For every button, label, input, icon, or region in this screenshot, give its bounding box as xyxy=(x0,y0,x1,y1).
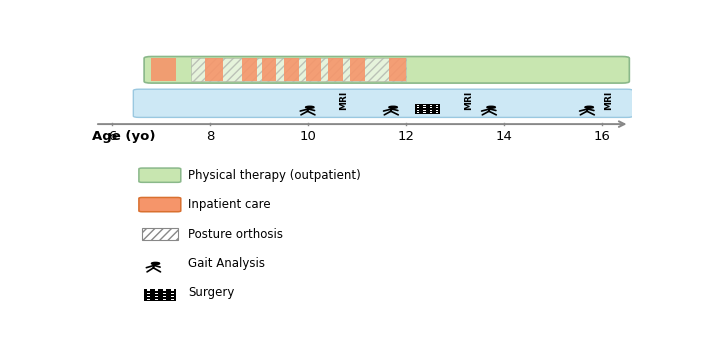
Bar xyxy=(152,58,176,81)
Bar xyxy=(163,293,166,294)
Bar xyxy=(145,289,176,301)
Text: Physical therapy (outpatient): Physical therapy (outpatient) xyxy=(188,169,361,182)
Bar xyxy=(171,293,173,294)
Bar xyxy=(423,105,425,106)
Bar xyxy=(206,58,223,81)
Bar xyxy=(350,58,364,81)
Bar xyxy=(147,299,150,300)
Text: Gait Analysis: Gait Analysis xyxy=(188,257,265,270)
FancyBboxPatch shape xyxy=(144,57,630,83)
Bar xyxy=(191,58,406,81)
Bar xyxy=(430,112,432,113)
Bar xyxy=(155,293,158,294)
Text: Inpatient care: Inpatient care xyxy=(188,198,271,211)
Bar xyxy=(155,299,158,300)
Bar xyxy=(147,290,150,291)
FancyBboxPatch shape xyxy=(139,197,181,212)
Bar xyxy=(171,290,173,291)
Bar xyxy=(417,110,419,111)
Bar xyxy=(328,58,343,81)
Bar xyxy=(436,107,439,108)
Text: Posture orthosis: Posture orthosis xyxy=(188,227,284,241)
Bar xyxy=(306,58,321,81)
FancyBboxPatch shape xyxy=(133,89,633,117)
Circle shape xyxy=(305,106,314,108)
Bar xyxy=(163,296,166,297)
Bar xyxy=(155,290,158,291)
Text: Age (yo): Age (yo) xyxy=(92,131,155,144)
Bar xyxy=(415,104,440,114)
Bar xyxy=(147,293,150,294)
Bar xyxy=(155,296,158,297)
Bar xyxy=(142,228,178,240)
Bar xyxy=(436,105,439,106)
Text: 10: 10 xyxy=(300,131,317,144)
Bar xyxy=(389,58,406,81)
Bar xyxy=(430,105,432,106)
Bar xyxy=(147,296,150,297)
Text: 14: 14 xyxy=(496,131,512,144)
Bar xyxy=(163,290,166,291)
Text: Surgery: Surgery xyxy=(188,286,234,299)
Circle shape xyxy=(389,106,397,108)
Bar xyxy=(430,107,432,108)
Bar xyxy=(423,112,425,113)
Circle shape xyxy=(585,106,593,108)
Text: MRI: MRI xyxy=(340,90,349,110)
Bar xyxy=(171,296,173,297)
Bar xyxy=(423,110,425,111)
Bar xyxy=(171,299,173,300)
Circle shape xyxy=(152,262,159,265)
Bar xyxy=(417,112,419,113)
Bar xyxy=(262,58,277,81)
Text: MRI: MRI xyxy=(604,90,614,110)
Text: 8: 8 xyxy=(206,131,215,144)
FancyBboxPatch shape xyxy=(139,168,181,182)
Text: 12: 12 xyxy=(398,131,415,144)
Bar xyxy=(163,299,166,300)
Bar xyxy=(284,58,298,81)
Text: 16: 16 xyxy=(594,131,611,144)
Bar xyxy=(242,58,257,81)
Bar xyxy=(417,107,419,108)
Text: MRI: MRI xyxy=(465,90,474,110)
Bar xyxy=(417,105,419,106)
Circle shape xyxy=(487,106,496,108)
Bar xyxy=(423,107,425,108)
Text: 6: 6 xyxy=(108,131,117,144)
Bar xyxy=(436,110,439,111)
Bar xyxy=(436,112,439,113)
Bar xyxy=(430,110,432,111)
